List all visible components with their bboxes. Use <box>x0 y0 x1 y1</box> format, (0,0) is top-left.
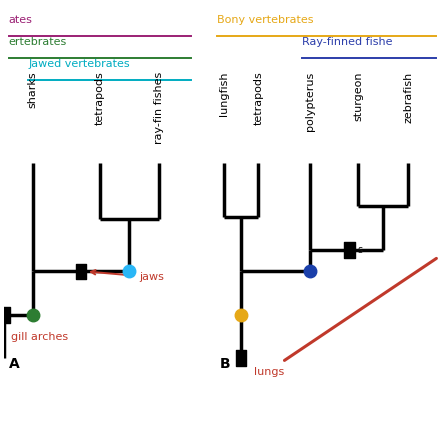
Text: ray-fin fishes: ray-fin fishes <box>154 72 163 144</box>
Text: ates: ates <box>9 16 33 25</box>
Text: jaws: jaws <box>91 270 164 282</box>
Text: ertebrates: ertebrates <box>9 37 67 47</box>
Text: s: s <box>357 245 362 255</box>
Text: Bony vertebrates: Bony vertebrates <box>217 16 314 25</box>
Text: gill arches: gill arches <box>11 332 68 342</box>
Text: B: B <box>219 357 230 371</box>
Text: A: A <box>9 357 19 371</box>
Text: tetrapods: tetrapods <box>95 72 105 125</box>
Text: Jawed vertebrates: Jawed vertebrates <box>28 59 130 69</box>
Text: lungfish: lungfish <box>219 72 229 116</box>
Text: Ray-finned fishe: Ray-finned fishe <box>302 37 392 47</box>
Text: sturgeon: sturgeon <box>353 72 363 121</box>
Text: zebrafish: zebrafish <box>403 72 413 123</box>
Text: lungs: lungs <box>254 367 284 377</box>
Text: polypterus: polypterus <box>306 72 315 131</box>
Text: sharks: sharks <box>27 72 38 109</box>
Text: tetrapods: tetrapods <box>253 72 264 125</box>
